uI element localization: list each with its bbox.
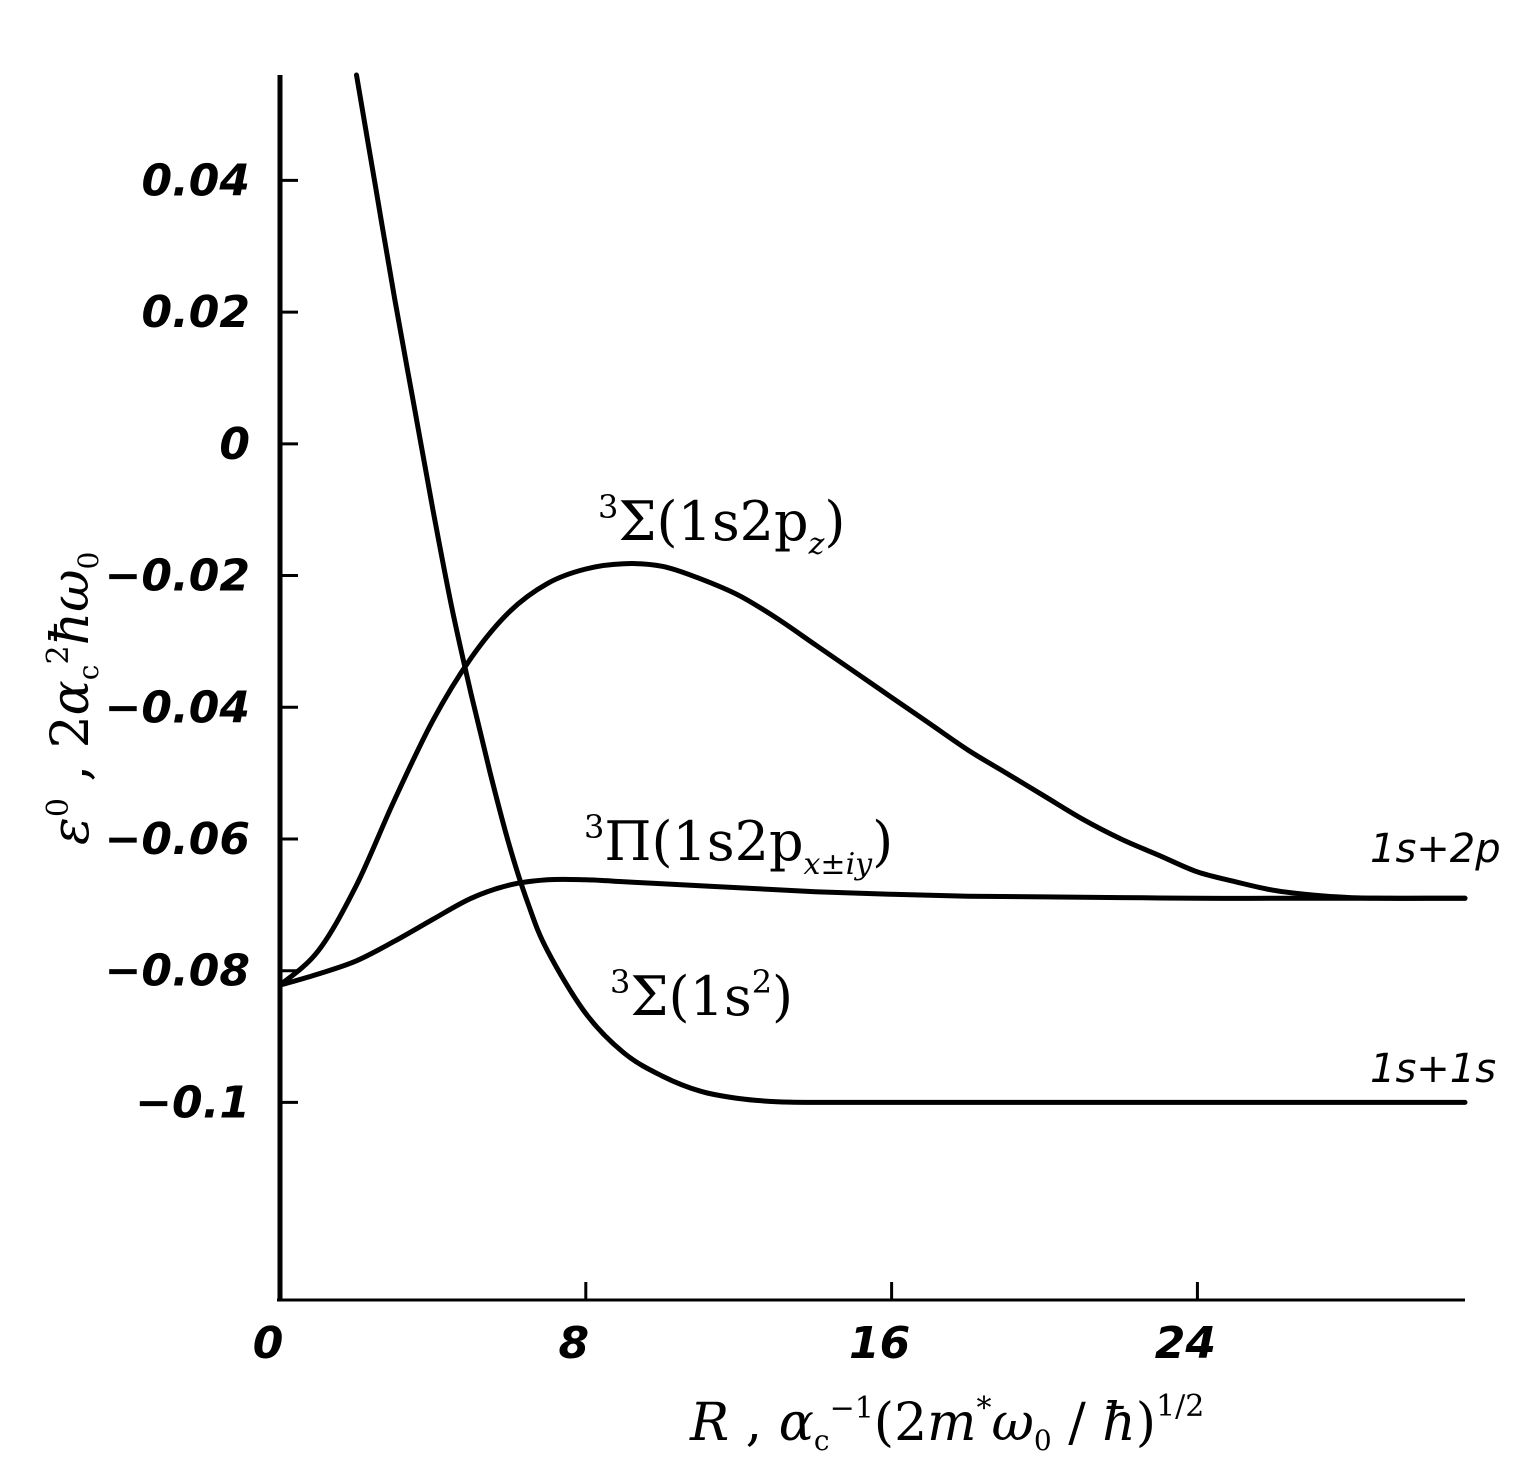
- ticks: 0 8 16 24 0.04 0.02 0 −0.02 −0.04 −0.06 −0.08 −0.1: [105, 155, 1216, 1369]
- x-axis-title: R , αc−1(2m*ω0 / ħ)1/2: [689, 1389, 1204, 1457]
- asymptote-label-1s2p: 1s+2p: [1370, 826, 1501, 872]
- x-tick-label: 24: [1155, 1318, 1216, 1369]
- x-tick-label: 0: [253, 1318, 284, 1369]
- curve-label-sigma-1s2: 3Σ(1s2): [610, 963, 793, 1028]
- axes: [277, 75, 1465, 1302]
- y-tick-label: −0.06: [105, 814, 250, 865]
- series-pi-1s2pxiy-line: [277, 876, 1468, 988]
- y-tick-label: −0.08: [105, 946, 250, 997]
- series-layer: [277, 72, 1468, 1105]
- curve-label-pi-1s2pxiy: 3Π(1s2px±iy): [584, 808, 893, 882]
- y-tick-label: −0.1: [135, 1077, 250, 1128]
- y-tick-label: −0.04: [105, 682, 250, 733]
- x-tick-label: 16: [849, 1318, 910, 1369]
- y-tick-label: 0: [219, 419, 250, 470]
- y-tick-label: 0.04: [141, 155, 250, 206]
- series-sigma-1s2-line: [354, 72, 1468, 1105]
- y-tick-label: 0.02: [141, 287, 250, 338]
- asymptote-label-1s1s: 1s+1s: [1370, 1046, 1496, 1092]
- y-tick-label: −0.02: [105, 551, 250, 602]
- curve-label-sigma-1s2pz: 3Σ(1s2pz): [598, 488, 846, 562]
- y-axis-title: ε0 , 2αc2ħω0: [41, 552, 105, 845]
- x-tick-label: 8: [558, 1318, 589, 1369]
- series-sigma-1s2pz-line: [277, 561, 1468, 988]
